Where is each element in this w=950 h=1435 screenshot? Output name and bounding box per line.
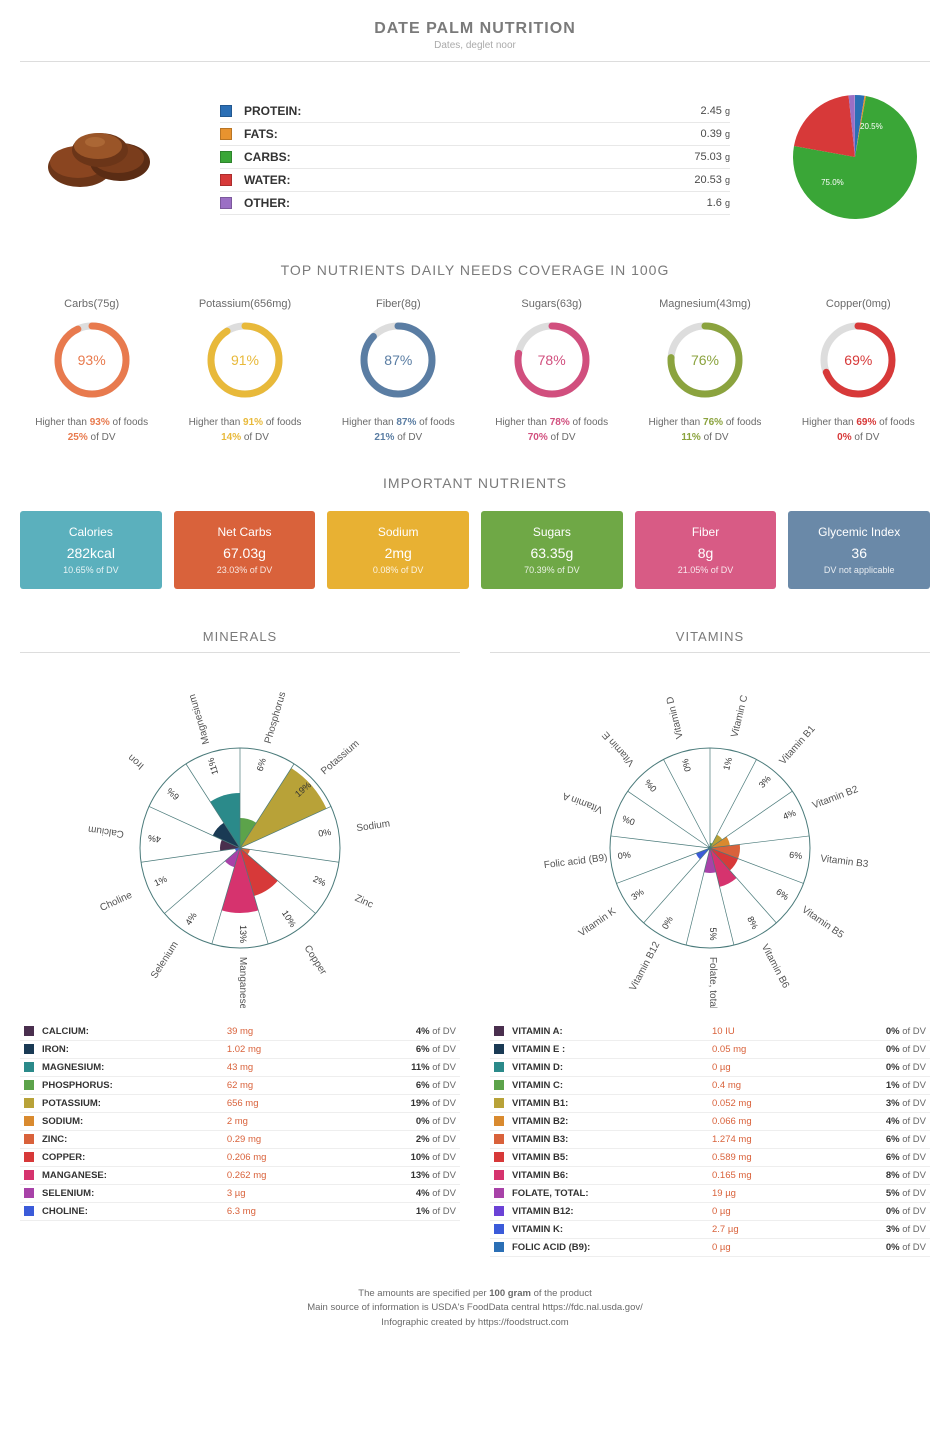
svg-text:0%: 0% [680, 758, 693, 773]
svg-text:0%: 0% [318, 827, 332, 839]
top-nutrients-title: TOP NUTRIENTS DAILY NEEDS COVERAGE IN 10… [20, 262, 930, 278]
food-image [20, 102, 190, 212]
svg-text:6%: 6% [255, 757, 268, 772]
svg-text:10%: 10% [280, 908, 298, 929]
svg-text:Vitamin B2: Vitamin B2 [811, 784, 860, 812]
svg-text:Vitamin D: Vitamin D [665, 695, 686, 740]
footer: The amounts are specified per 100 gram o… [20, 1287, 930, 1330]
footer-l1: The amounts are specified per 100 gram o… [20, 1287, 930, 1301]
vitamins-table: VITAMIN A:10 IU0% of DVVITAMIN E :0.05 m… [490, 1023, 930, 1257]
svg-text:Vitamin B6: Vitamin B6 [759, 942, 791, 990]
svg-text:Folate, total: Folate, total [707, 957, 718, 1008]
svg-text:Choline: Choline [98, 890, 134, 914]
svg-text:Vitamin A: Vitamin A [561, 790, 605, 815]
svg-text:Phosphorus: Phosphorus [263, 691, 289, 745]
svg-text:13%: 13% [238, 925, 248, 943]
svg-text:Vitamin K: Vitamin K [577, 906, 619, 939]
svg-text:Manganese: Manganese [237, 957, 248, 1008]
svg-text:1%: 1% [721, 756, 734, 771]
macro-legend: PROTEIN:2.45 gFATS:0.39 gCARBS:75.03 gWA… [220, 100, 730, 215]
svg-text:Selenium: Selenium [149, 940, 181, 981]
polar-row: MINERALS Calcium 4% Iron 6% Magnesium 11% Phos… [20, 629, 930, 1257]
svg-text:Vitamin B3: Vitamin B3 [820, 853, 870, 870]
svg-text:4%: 4% [183, 911, 198, 927]
svg-text:4%: 4% [781, 808, 797, 822]
svg-text:0%: 0% [660, 915, 675, 931]
svg-text:11%: 11% [206, 757, 220, 776]
svg-text:6%: 6% [789, 850, 803, 861]
svg-text:6%: 6% [165, 786, 181, 802]
svg-text:Copper: Copper [302, 943, 329, 977]
page-header: DATE PALM NUTRITION Dates, deglet noor [20, 20, 930, 62]
svg-text:0%: 0% [643, 777, 659, 793]
summary-row: PROTEIN:2.45 gFATS:0.39 gCARBS:75.03 gWA… [20, 92, 930, 222]
page-subtitle: Dates, deglet noor [20, 40, 930, 51]
svg-text:3%: 3% [757, 773, 773, 789]
vitamins-col: VITAMINS Vitamin A 0% Vitamin E 0% Vitamin D… [490, 629, 930, 1257]
page-title: DATE PALM NUTRITION [20, 20, 930, 38]
svg-text:6%: 6% [774, 887, 790, 903]
svg-text:Vitamin B12: Vitamin B12 [628, 940, 663, 993]
svg-text:4%: 4% [147, 833, 161, 845]
svg-text:Folic acid (B9): Folic acid (B9) [543, 852, 608, 871]
svg-text:2%: 2% [311, 874, 327, 889]
card-row: Calories282kcal10.65% of DVNet Carbs67.0… [20, 511, 930, 589]
svg-text:Zinc: Zinc [353, 893, 375, 911]
svg-text:Vitamin C: Vitamin C [729, 694, 750, 739]
svg-text:3%: 3% [629, 887, 645, 903]
svg-text:Magnesium: Magnesium [187, 693, 212, 746]
footer-l3: Infographic created by https://foodstruc… [20, 1316, 930, 1330]
minerals-title: MINERALS [20, 629, 460, 653]
svg-text:Vitamin E: Vitamin E [600, 729, 637, 768]
svg-text:1%: 1% [153, 874, 169, 889]
svg-text:Vitamin B1: Vitamin B1 [778, 723, 818, 767]
svg-text:0%: 0% [617, 850, 631, 861]
svg-text:Iron: Iron [126, 752, 146, 772]
svg-text:Sodium: Sodium [356, 818, 391, 834]
svg-text:5%: 5% [708, 927, 718, 940]
footer-l2: Main source of information is USDA's Foo… [20, 1301, 930, 1315]
svg-text:Calcium: Calcium [87, 823, 124, 839]
minerals-table: CALCIUM:39 mg4% of DVIRON:1.02 mg6% of D… [20, 1023, 460, 1221]
minerals-polar: Calcium 4% Iron 6% Magnesium 11% Phosphorus 6% P… [50, 668, 430, 1008]
important-title: IMPORTANT NUTRIENTS [20, 475, 930, 491]
svg-text:Vitamin B5: Vitamin B5 [800, 904, 846, 941]
donut-row: Carbs(75g) 93% Higher than 93% of foods2… [20, 298, 930, 445]
macro-pie: 75.0%20.5% [760, 92, 930, 222]
vitamins-polar: Vitamin A 0% Vitamin E 0% Vitamin D 0% Vitamin… [520, 668, 900, 1008]
svg-text:Potassium: Potassium [319, 738, 361, 777]
svg-text:8%: 8% [745, 915, 760, 931]
minerals-col: MINERALS Calcium 4% Iron 6% Magnesium 11% Phos… [20, 629, 460, 1257]
vitamins-title: VITAMINS [490, 629, 930, 653]
svg-text:0%: 0% [621, 813, 637, 827]
